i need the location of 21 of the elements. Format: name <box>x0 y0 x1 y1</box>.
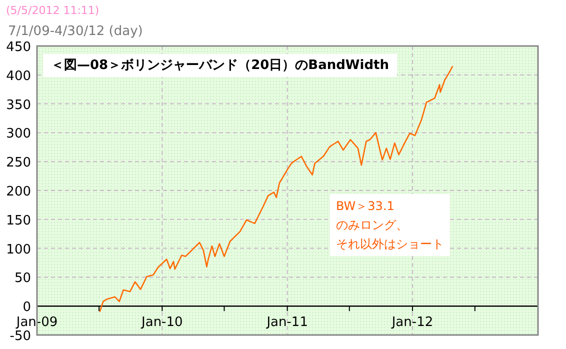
y-tick-label: 100 <box>6 242 31 258</box>
x-tick-label: Jan-10 <box>140 315 183 330</box>
y-tick-label: 150 <box>6 213 31 228</box>
y-tick-label: 200 <box>6 184 31 200</box>
chart-subtitle: 7/1/09-4/30/12 (day) <box>8 24 143 39</box>
annotation: のみロング、 <box>336 218 408 232</box>
x-tick-label: Jan-09 <box>15 315 58 330</box>
y-tick-label: 250 <box>6 156 31 171</box>
text: (5/5/2012 11:11) <box>6 4 100 17</box>
y-tick-label: -50 <box>10 329 31 344</box>
y-tick-label: 300 <box>6 126 31 142</box>
y-tick-label: 400 <box>6 68 31 84</box>
annotation: それ以外はショート <box>336 237 444 251</box>
y-tick-label: 50 <box>14 271 31 286</box>
y-tick-label: 0 <box>22 300 31 316</box>
x-tick-label: Jan-12 <box>390 315 434 330</box>
x-tick-label: Jan-11 <box>266 315 308 330</box>
y-tick-label: 350 <box>6 98 31 113</box>
y-tick-label: 450 <box>6 40 31 55</box>
annotation: BW＞33.1 <box>336 199 394 213</box>
text: ＜図—08＞ボリンジャーバンド（20日）のBandWidth <box>51 58 389 73</box>
